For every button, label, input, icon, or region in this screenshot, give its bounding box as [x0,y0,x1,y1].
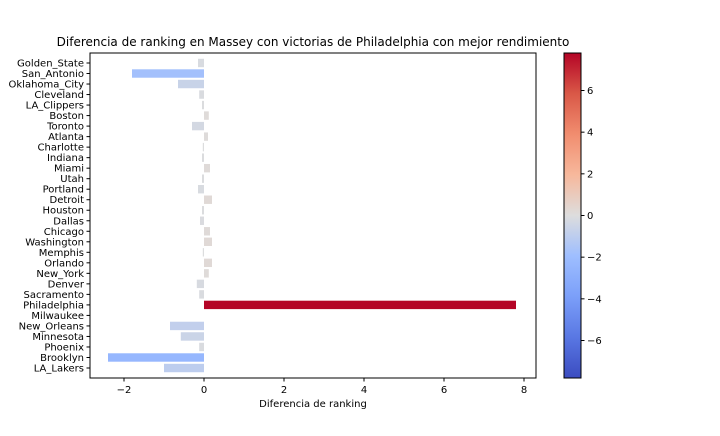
y-tick-label: Portland [43,185,84,196]
y-tick-label: LA_Lakers [34,364,84,375]
bar-la-clippers [202,100,204,110]
y-tick-label: Houston [42,206,84,217]
bar-brooklyn [108,353,204,362]
y-tick-label: Dallas [53,216,84,227]
chart-title: Diferencia de ranking en Massey con vict… [57,35,570,49]
bar-washington [204,237,212,247]
y-tick-label: Brooklyn [40,353,84,364]
bar-boston [204,111,209,120]
bar-orlando [204,258,212,268]
colorbar-tick-label: −2 [587,253,602,264]
bar-utah [202,174,204,183]
bar-detroit [204,195,212,204]
y-tick-label: Atlanta [48,132,84,143]
bar-indiana [202,153,204,162]
bar-chicago [204,227,210,236]
bar-dallas [200,216,204,225]
bar-atlanta [204,132,208,141]
colorbar-tick-label: 2 [587,169,593,180]
x-axis-label: Diferencia de ranking [259,399,367,410]
bar-miami [204,163,210,173]
y-tick-label: Sacramento [24,290,84,301]
y-tick-label: LA_Clippers [26,101,84,112]
colorbar-tick-label: 4 [587,128,593,139]
colorbar-tick-label: 0 [587,211,593,222]
colorbar-tick-label: 6 [587,86,593,97]
y-tick-label: New_Orleans [19,321,84,332]
bar-sacramento [199,290,204,299]
x-tick-label: −2 [117,385,132,396]
plot-area [90,53,536,378]
bar-philadelphia [204,300,516,310]
y-tick-label: Oklahoma_City [9,80,85,91]
x-tick-label: 2 [281,385,287,396]
y-tick-label: Golden_State [17,58,84,69]
y-tick-label: Miami [54,164,84,175]
bar-portland [198,184,204,194]
x-tick-label: 6 [441,385,447,396]
y-tick-label: Utah [60,174,84,185]
bar-cleveland [199,90,204,99]
bar-new-york [204,269,209,278]
y-tick-label: Orlando [44,258,84,269]
y-tick-label: Philadelphia [23,300,84,311]
bar-memphis [202,248,204,257]
colorbar-tick-label: −4 [587,294,602,305]
bar-charlotte [202,142,204,152]
bar-la-lakers [164,363,204,373]
y-tick-label: New_York [36,269,84,280]
y-tick-label: Denver [48,279,85,290]
colorbar-ticks: 6 4 2 0 −2 −4 −6 [581,86,602,347]
y-tick-label: Minnesota [32,332,84,343]
bar-phoenix [199,342,204,352]
y-tick-label: Washington [25,237,84,248]
y-tick-label: Memphis [39,248,84,259]
y-tick-label: Detroit [50,195,85,206]
bar-houston [202,206,204,215]
bar-minnesota [180,332,204,341]
x-tick-label: 4 [361,385,367,396]
y-tick-label: Boston [49,111,84,122]
x-tick-label: 0 [201,385,207,396]
y-tick-label: Cleveland [34,90,84,101]
x-axis-ticks: −2 0 2 4 6 8 [117,378,527,396]
bar-oklahoma-city [178,79,204,89]
plot-frame [89,52,537,379]
bar-san-antonio [132,69,204,78]
y-tick-label: Phoenix [44,342,84,353]
y-tick-label: Toronto [46,122,84,133]
bar-new-orleans [170,321,204,331]
y-tick-label: Milwaukee [31,311,84,322]
colorbar-tick-label: −6 [587,336,602,347]
y-axis-ticks: Golden_StateSan_AntonioOklahoma_CityClev… [9,58,90,375]
y-tick-label: San_Antonio [22,69,84,80]
y-tick-label: Chicago [44,227,84,238]
y-tick-label: Charlotte [38,143,84,154]
colorbar [563,52,582,379]
x-tick-label: 8 [521,385,527,396]
bar-toronto [192,121,204,131]
bars-layer [108,58,516,373]
bar-denver [196,279,204,289]
bar-golden-state [198,58,204,68]
y-tick-label: Indiana [47,153,84,164]
